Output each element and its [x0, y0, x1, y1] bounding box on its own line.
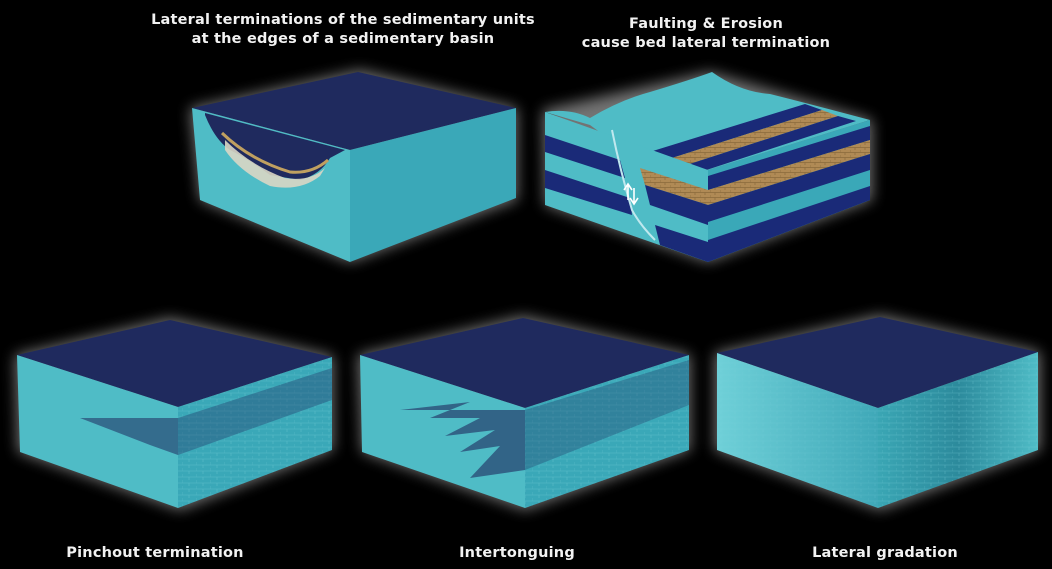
fault-top-sand-bed	[650, 110, 838, 171]
fault-plane	[611, 129, 656, 241]
intertonguing-tongues	[400, 402, 525, 478]
pinchout-block	[15, 318, 333, 510]
fault-left-bed-4	[645, 185, 708, 225]
caption-basin-edges: Lateral terminations of the sedimentary …	[118, 11, 568, 49]
gradation-block	[715, 315, 1040, 510]
basin-top-surface	[192, 72, 516, 150]
fault-right-bed-3	[708, 154, 870, 222]
fault-right-bed-2	[708, 140, 870, 205]
fault-arrow-down-icon	[629, 188, 639, 206]
intertonguing-tongues-right	[525, 360, 689, 470]
fault-erosion-block	[543, 72, 872, 262]
intertonguing-top-surface	[360, 318, 689, 408]
caption-faulting-erosion: Faulting & Erosion cause bed lateral ter…	[556, 15, 856, 53]
caption-pinchout: Pinchout termination	[66, 545, 244, 561]
basin-channel-cut	[205, 113, 345, 180]
fault-left-bed-5	[655, 225, 708, 262]
fault-left-bed-2	[545, 170, 632, 215]
pinchout-top-surface	[17, 320, 332, 407]
pinchout-left-face	[17, 355, 178, 508]
fault-arrow-up-icon	[623, 182, 633, 200]
intertonguing-right-texture	[525, 355, 689, 508]
fault-right-bed-1	[708, 126, 870, 190]
basin-sand-edge	[220, 131, 329, 174]
fault-left-bed-1	[545, 135, 625, 178]
gradation-left-texture	[717, 353, 878, 508]
gradation-right-texture	[878, 352, 1038, 508]
caption-basin-line-1: Lateral terminations of the sedimentary …	[151, 12, 535, 28]
pinchout-wedge-right	[178, 368, 332, 455]
fault-left-bed-3	[640, 168, 708, 205]
caption-intertonguing: Intertonguing	[459, 545, 575, 561]
fault-top-dark-bed-2	[668, 116, 856, 176]
intertonguing-block	[358, 316, 690, 510]
basin-sediment-fill	[225, 140, 325, 188]
basin-edge-block	[190, 70, 517, 262]
basin-right-face	[350, 108, 516, 262]
caption-basin-line-2: at the edges of a sedimentary basin	[191, 31, 495, 47]
fault-top-dark-bed	[630, 104, 822, 165]
pinchout-wedge	[80, 418, 178, 455]
caption-fault-line-2: cause bed lateral termination	[581, 35, 831, 51]
fault-right-bed-4	[708, 186, 870, 262]
pinchout-right-texture	[178, 357, 332, 508]
gradation-top-surface	[717, 317, 1038, 408]
caption-fault-line-1: Faulting & Erosion	[629, 16, 783, 32]
caption-lateral-gradation: Lateral gradation	[812, 545, 958, 561]
